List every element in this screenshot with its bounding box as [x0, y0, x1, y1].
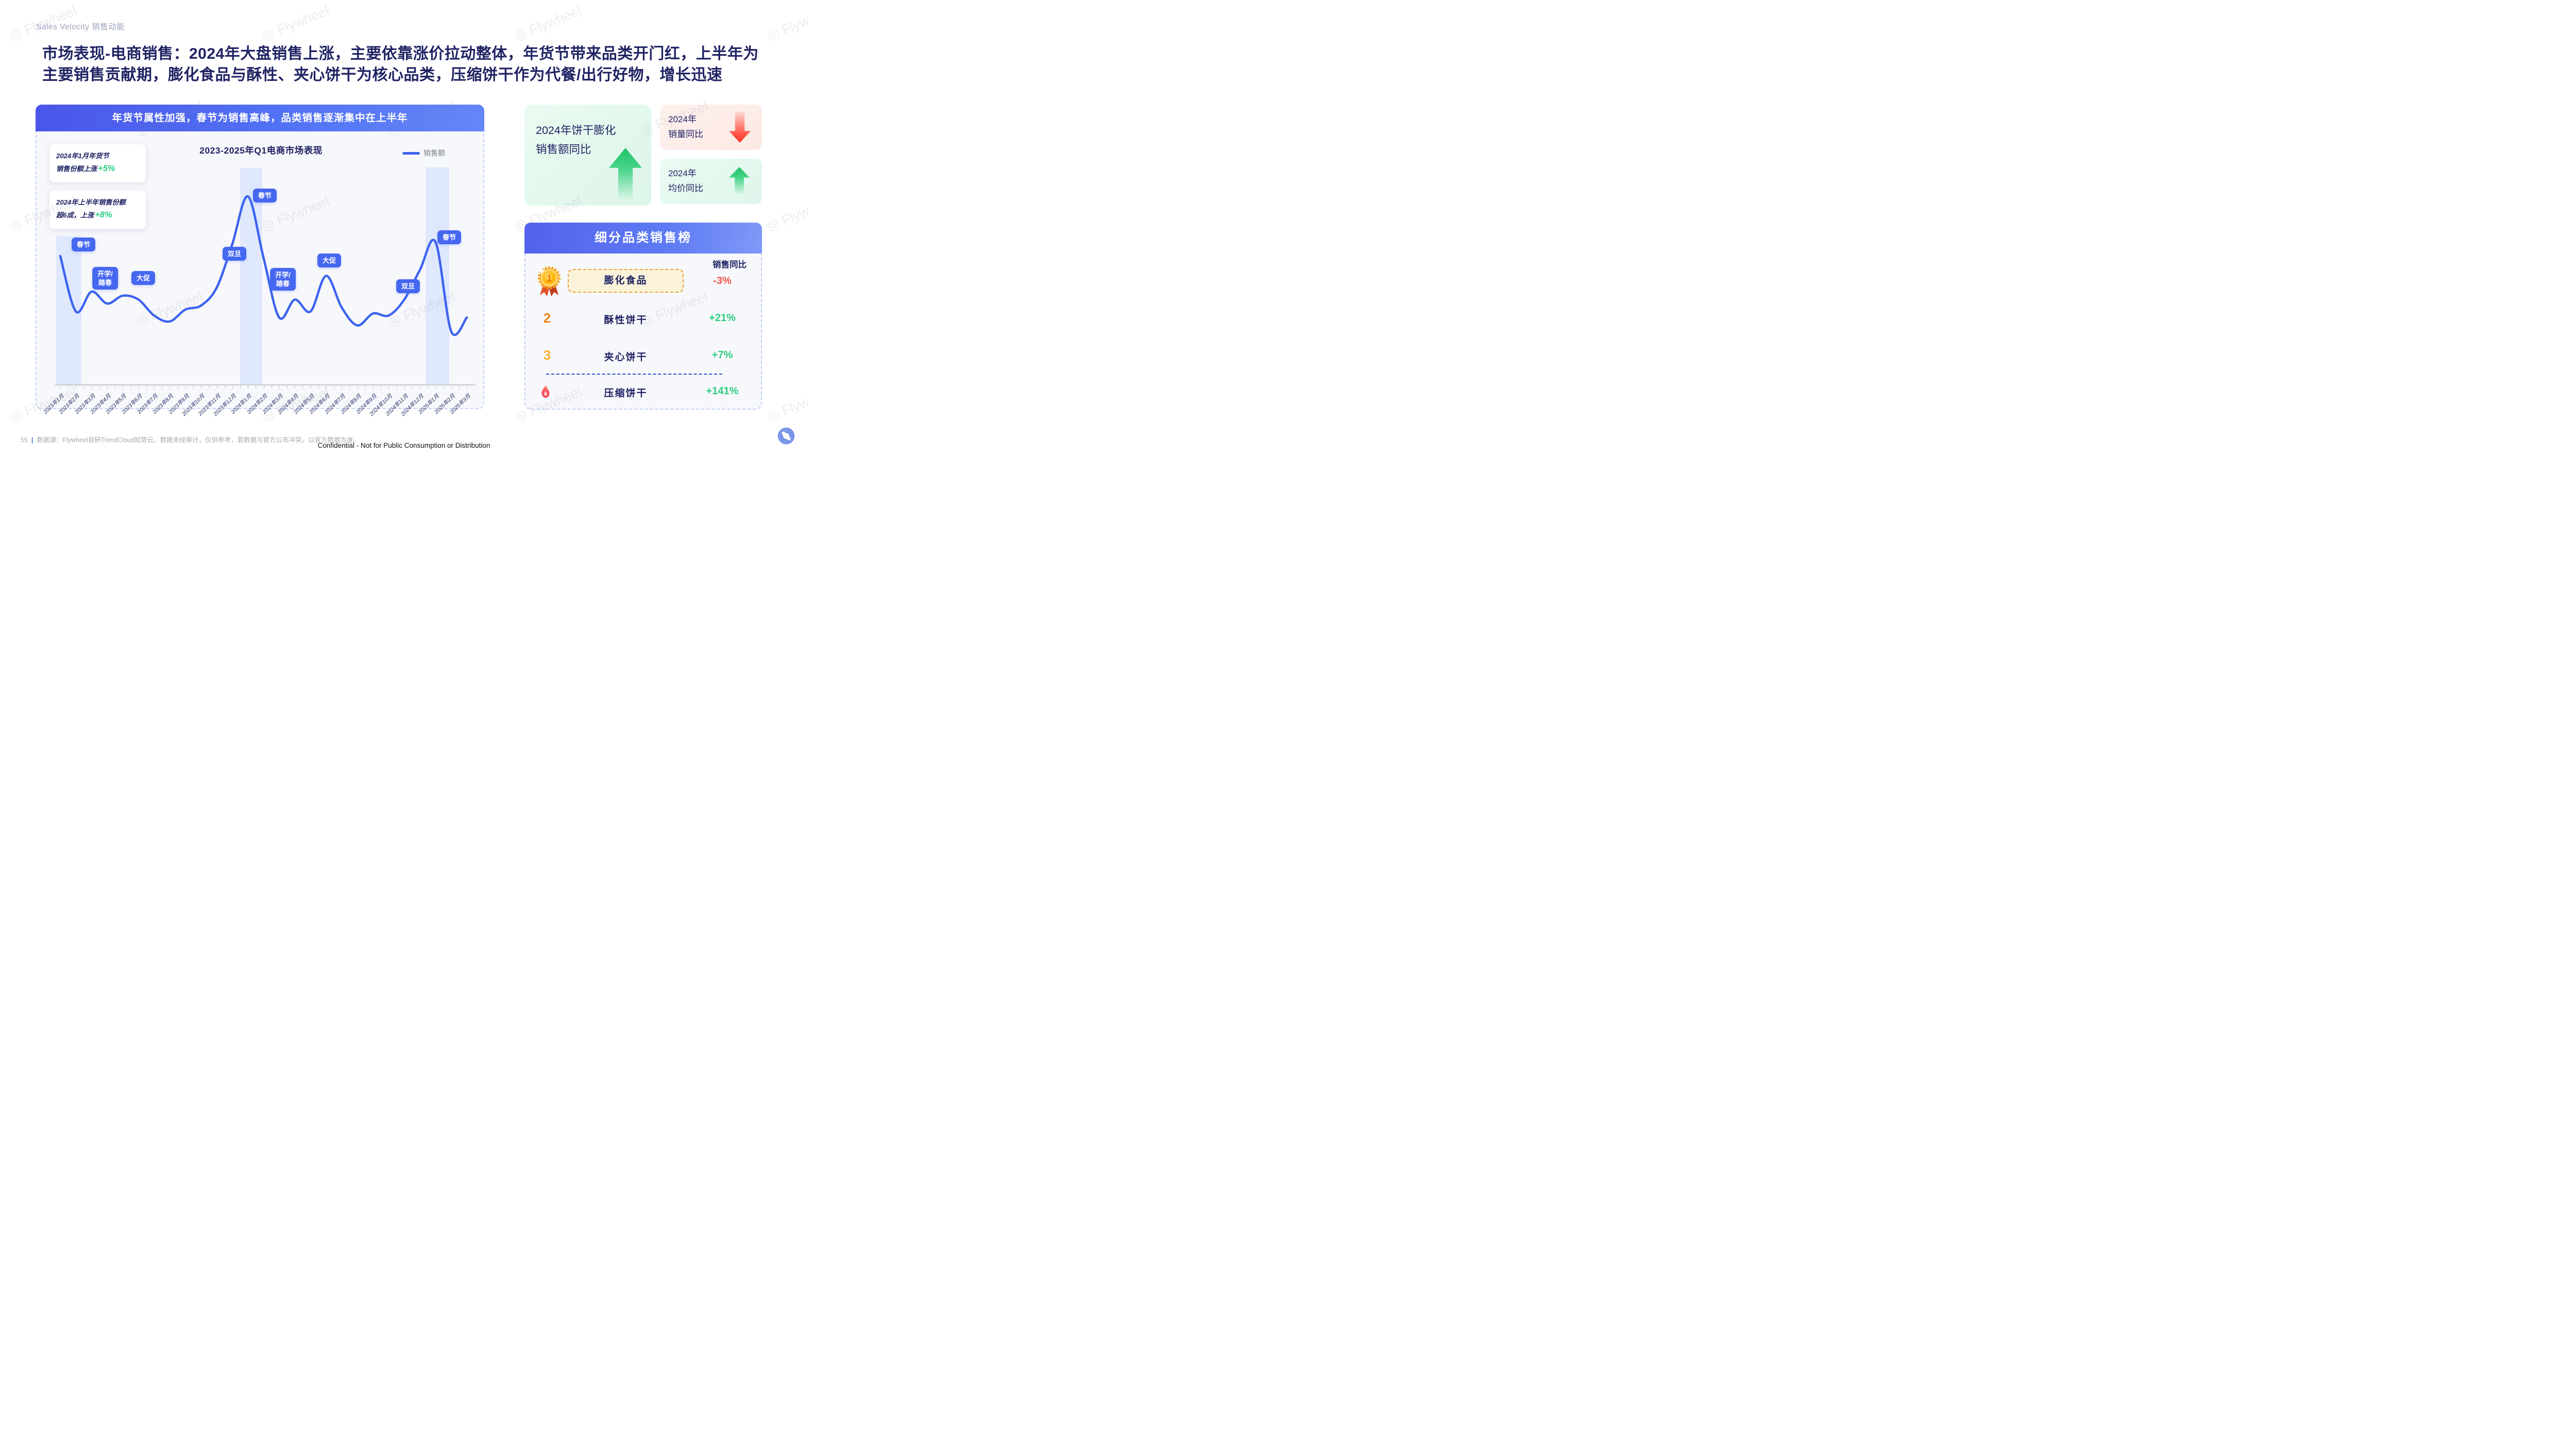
axis-tick [388, 385, 389, 389]
flywheel-logo-icon [778, 428, 794, 444]
legend-line-icon [402, 151, 420, 155]
event-label: 双旦 [396, 279, 420, 293]
axis-tick [326, 385, 327, 389]
kpi-card-price: 2024年 均价同比 [660, 159, 762, 204]
rank-1-pill: 膨化食品 [568, 269, 684, 293]
axis-tick [146, 385, 147, 389]
ranking-card: 细分品类销售榜 销售同比 1 膨化食品 -3% 2 酥性饼干 +21% 3 夹心… [524, 223, 762, 410]
rank-4-label: 压缩饼干 [604, 388, 648, 399]
rank-2-label: 酥性饼干 [604, 315, 648, 326]
rank-1-value: -3% [713, 275, 732, 287]
axis-tick [185, 385, 186, 389]
event-label: 双旦 [222, 247, 247, 261]
annotation-1-line1: 2024年1月年货节 [56, 152, 109, 160]
watermark: ◎ Flywheel [512, 3, 584, 44]
confidential-notice: Confidential - Not for Public Consumptio… [317, 442, 490, 449]
axis-tick [68, 385, 69, 389]
kpi-card-biscuit-sales-text: 2024年饼干膨化 销售额同比 [536, 124, 616, 156]
axis-tick [60, 385, 61, 389]
axis-tick [232, 385, 233, 389]
watermark: ◎ Flywheel [765, 3, 808, 44]
chart-panel: 年货节属性加强，春节为销售高峰，品类销售逐渐集中在上半年 2023-2025年Q… [36, 105, 485, 417]
axis-tick [107, 385, 108, 389]
annotation-2-line1: 2024年上半年销售份额 [56, 198, 126, 206]
slide: Sales Velocity 销售动能 市场表现-电商销售：2024年大盘销售上… [0, 0, 808, 454]
kpi-card-biscuit-sales: 2024年饼干膨化 销售额同比 [524, 105, 651, 206]
event-label: 春节 [252, 189, 277, 203]
axis-tick [349, 385, 350, 389]
page-title-line1: 市场表现-电商销售：2024年大盘销售上涨，主要依靠涨价拉动整体，年货节带来品类… [42, 45, 759, 62]
flame-icon [541, 383, 550, 398]
ranking-header: 细分品类销售榜 [524, 223, 762, 254]
annotation-1-value: +5% [98, 164, 115, 173]
legend-label: 销售额 [423, 149, 445, 157]
rank-3-value: +7% [711, 349, 733, 361]
axis-tick [279, 385, 280, 389]
slide-eyebrow: Sales Velocity 销售动能 [36, 23, 125, 31]
event-label: 春节 [437, 230, 462, 244]
axis-tick [459, 385, 460, 389]
watermark: ◎ Flywheel [260, 3, 332, 44]
kpi-card-volume-text: 2024年 销量同比 [668, 114, 703, 139]
chart-legend: 销售额 [402, 148, 445, 158]
event-label: 大促 [131, 271, 156, 285]
watermark: ◎ Flywheel [765, 193, 808, 234]
axis-tick [404, 385, 405, 389]
page-title-line2: 主要销售贡献期，膨化食品与酥性、夹心饼干为核心品类，压缩饼干作为代餐/出行好物，… [42, 66, 723, 83]
axis-tick [412, 385, 413, 389]
event-label: 开学/ 踏春 [92, 267, 118, 290]
event-label: 春节 [71, 238, 96, 251]
kpi-card-price-text: 2024年 均价同比 [668, 169, 703, 193]
medal-icon: 1 [537, 266, 561, 296]
x-axis-line [55, 384, 476, 385]
ranking-separator [546, 374, 722, 375]
axis-tick [373, 385, 374, 389]
down-arrow-icon [729, 112, 751, 143]
kpi-card-volume: 2024年 销量同比 [660, 105, 762, 150]
annotation-1-line2: 销售份额上涨 +5% [56, 164, 115, 173]
axis-tick [240, 385, 241, 389]
axis-tick [365, 385, 366, 389]
rank-4-value: +141% [706, 385, 739, 397]
chart-title: 2023-2025年Q1电商市场表现 [199, 145, 323, 156]
rank-2-number: 2 [543, 310, 551, 326]
event-label: 大促 [317, 254, 342, 267]
axis-tick [318, 385, 319, 389]
watermark: ◎ Flywheel [765, 384, 808, 425]
ranking-column-header: 销售同比 [713, 260, 747, 269]
highlight-band [426, 167, 449, 385]
up-arrow-icon [729, 167, 750, 195]
svg-text:1: 1 [547, 273, 552, 283]
axis-tick [99, 385, 100, 389]
annotation-card-1: 2024年1月年货节 销售份额上涨 +5% [49, 144, 146, 182]
footer-source: 55 | 数据源：Flywheel自研TrendCloud知势云。数据未经审计，仅供… [21, 436, 360, 444]
axis-tick [154, 385, 155, 389]
rank-2-value: +21% [709, 312, 736, 324]
axis-tick [435, 385, 436, 389]
rank-3-label: 夹心饼干 [604, 352, 648, 363]
page-number: 55 [21, 436, 28, 444]
sales-line-chart [59, 195, 468, 336]
axis-tick [302, 385, 303, 389]
rank-3-number: 3 [543, 347, 551, 363]
event-label: 开学/ 踏春 [270, 268, 296, 291]
up-arrow-icon [609, 148, 642, 200]
axis-tick [193, 385, 194, 389]
annotation-2-line2: 超6成，上涨 +8% [56, 210, 112, 220]
annotation-2-value: +8% [95, 210, 112, 220]
axis-tick [451, 385, 452, 389]
chart-plot-area: 2023年1月 2023年2月 2023年3月 2023年4月 2023年5月 2023年… [37, 106, 485, 417]
sales-line [59, 195, 468, 336]
chart-banner: 年货节属性加强，春节为销售高峰，品类销售逐渐集中在上半年 [36, 105, 484, 131]
footer-separator: | [31, 436, 33, 444]
annotation-card-2: 2024年上半年销售份额 超6成，上涨 +8% [49, 191, 146, 229]
page-title: 市场表现-电商销售：2024年大盘销售上涨，主要依靠涨价拉动整体，年货节带来品类… [42, 43, 779, 86]
